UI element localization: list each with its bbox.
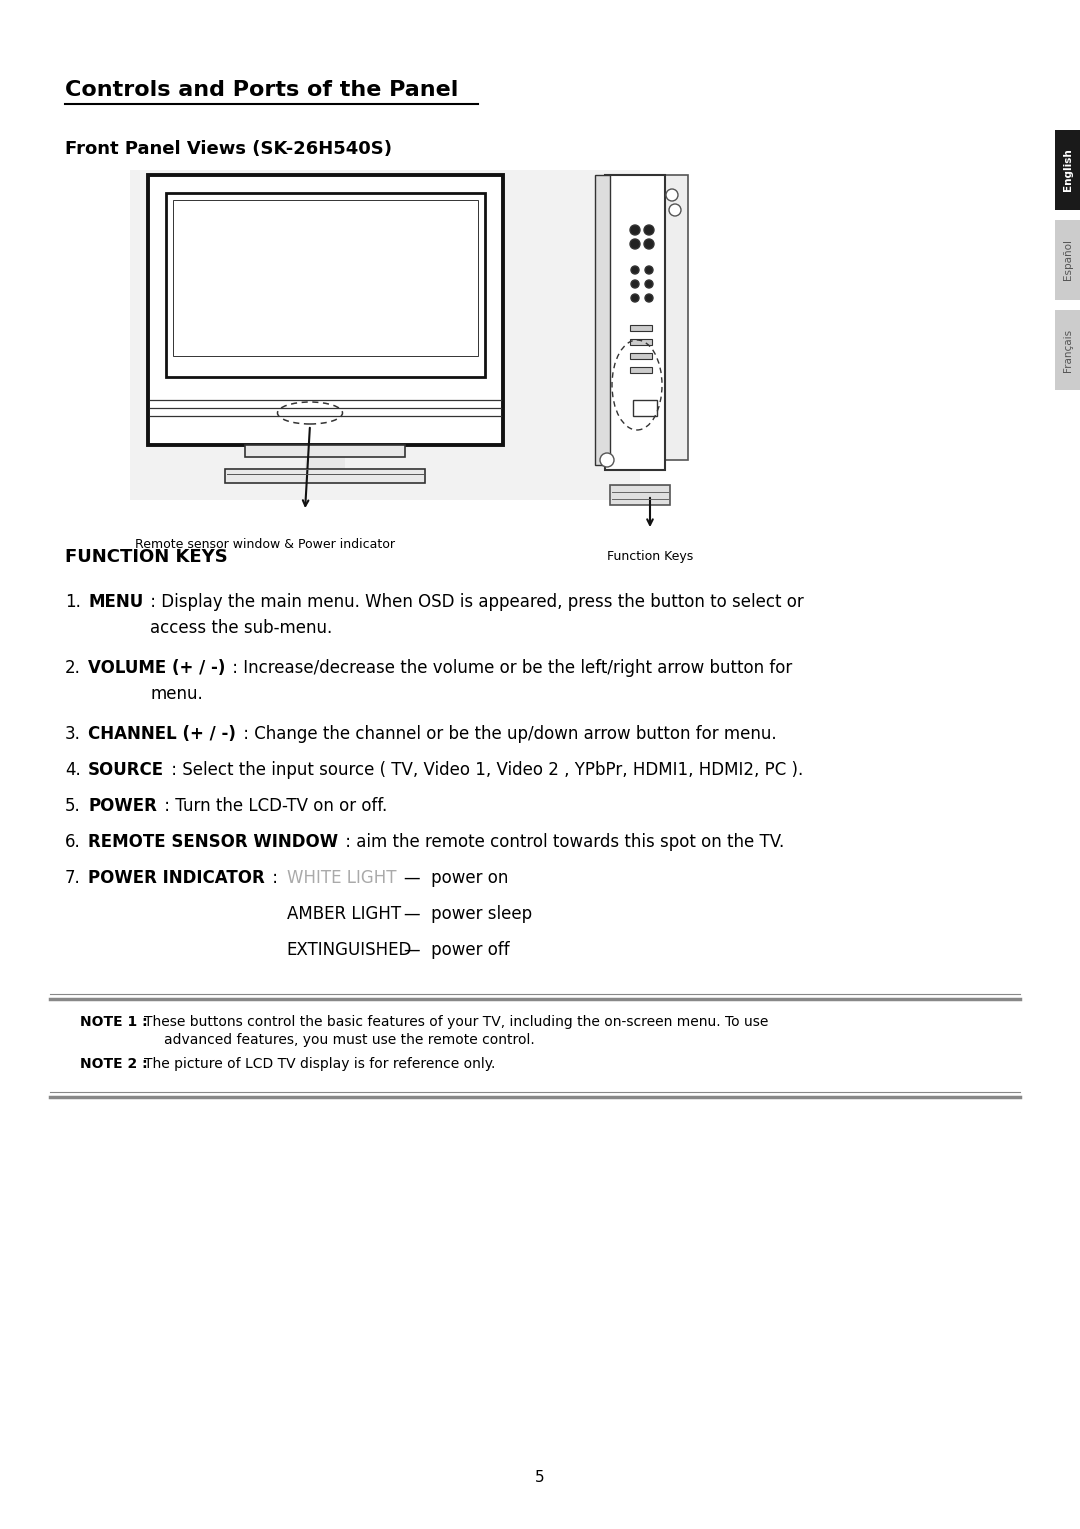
Text: —  power on: — power on <box>404 868 509 887</box>
Text: NOTE 2 :: NOTE 2 : <box>80 1057 148 1070</box>
Text: AMBER LIGHT: AMBER LIGHT <box>287 905 401 924</box>
Text: : aim the remote control towards this spot on the TV.: : aim the remote control towards this sp… <box>340 833 784 852</box>
Circle shape <box>631 266 639 274</box>
Bar <box>630 326 652 330</box>
Bar <box>660 174 688 460</box>
Text: POWER: POWER <box>87 797 157 815</box>
Text: : Turn the LCD-TV on or off.: : Turn the LCD-TV on or off. <box>159 797 387 815</box>
Text: access the sub-menu.: access the sub-menu. <box>150 619 333 638</box>
Circle shape <box>630 239 640 249</box>
Text: : Increase/decrease the volume or be the left/right arrow button for: : Increase/decrease the volume or be the… <box>228 659 793 677</box>
Text: 5.: 5. <box>65 797 81 815</box>
Text: —  power sleep: — power sleep <box>404 905 532 924</box>
Bar <box>148 174 503 445</box>
Circle shape <box>631 280 639 287</box>
Bar <box>1055 310 1080 390</box>
Bar <box>1055 220 1080 300</box>
Bar <box>173 200 478 356</box>
Bar <box>245 445 405 457</box>
Text: Controls and Ports of the Panel: Controls and Ports of the Panel <box>65 80 458 99</box>
Text: WHITE LIGHT: WHITE LIGHT <box>287 868 396 887</box>
Text: NOTE 1 :: NOTE 1 : <box>80 1015 148 1029</box>
Bar <box>633 401 657 416</box>
Bar <box>630 353 652 359</box>
Bar <box>610 485 670 505</box>
Bar <box>305 457 345 469</box>
Text: advanced features, you must use the remote control.: advanced features, you must use the remo… <box>164 1034 535 1047</box>
Bar <box>595 174 610 465</box>
Text: POWER INDICATOR: POWER INDICATOR <box>87 868 265 887</box>
Text: 2.: 2. <box>65 659 81 677</box>
Text: FUNCTION KEYS: FUNCTION KEYS <box>65 547 228 566</box>
Circle shape <box>644 239 654 249</box>
Circle shape <box>644 225 654 235</box>
Text: : Select the input source ( TV, Video 1, Video 2 , YPbPr, HDMI1, HDMI2, PC ).: : Select the input source ( TV, Video 1,… <box>166 761 804 778</box>
Text: The picture of LCD TV display is for reference only.: The picture of LCD TV display is for ref… <box>144 1057 496 1070</box>
Bar <box>130 170 640 500</box>
Text: MENU: MENU <box>87 593 144 612</box>
Text: :: : <box>267 868 283 887</box>
Bar <box>605 174 665 469</box>
Text: Français: Français <box>1063 329 1072 372</box>
Bar <box>1055 130 1080 209</box>
Text: Remote sensor window & Power indicator: Remote sensor window & Power indicator <box>135 538 395 550</box>
Text: 6.: 6. <box>65 833 81 852</box>
Circle shape <box>645 280 653 287</box>
Text: : Display the main menu. When OSD is appeared, press the button to select or: : Display the main menu. When OSD is app… <box>145 593 804 612</box>
Text: Español: Español <box>1063 240 1072 280</box>
Text: menu.: menu. <box>150 685 203 703</box>
Text: 1.: 1. <box>65 593 81 612</box>
Text: CHANNEL (+ / -): CHANNEL (+ / -) <box>87 725 235 743</box>
Text: Front Panel Views (SK-26H540S): Front Panel Views (SK-26H540S) <box>65 141 392 157</box>
Text: 4.: 4. <box>65 761 81 778</box>
Circle shape <box>645 294 653 303</box>
Text: —  power off: — power off <box>404 940 510 959</box>
Bar <box>630 367 652 373</box>
Text: 7.: 7. <box>65 868 81 887</box>
Text: These buttons control the basic features of your TV, including the on-screen men: These buttons control the basic features… <box>144 1015 768 1029</box>
Circle shape <box>645 266 653 274</box>
Bar <box>630 339 652 346</box>
Text: English: English <box>1063 148 1072 191</box>
Circle shape <box>666 190 678 200</box>
Text: VOLUME (+ / -): VOLUME (+ / -) <box>87 659 226 677</box>
Circle shape <box>630 225 640 235</box>
Circle shape <box>669 203 681 216</box>
Bar <box>225 469 426 483</box>
Circle shape <box>631 294 639 303</box>
Text: REMOTE SENSOR WINDOW: REMOTE SENSOR WINDOW <box>87 833 338 852</box>
Circle shape <box>600 453 615 466</box>
Text: Function Keys: Function Keys <box>607 550 693 563</box>
Text: EXTINGUISHED: EXTINGUISHED <box>287 940 413 959</box>
Text: SOURCE: SOURCE <box>87 761 164 778</box>
Bar <box>166 193 485 378</box>
Text: : Change the channel or be the up/down arrow button for menu.: : Change the channel or be the up/down a… <box>238 725 777 743</box>
Text: 3.: 3. <box>65 725 81 743</box>
Text: 5: 5 <box>536 1469 544 1485</box>
